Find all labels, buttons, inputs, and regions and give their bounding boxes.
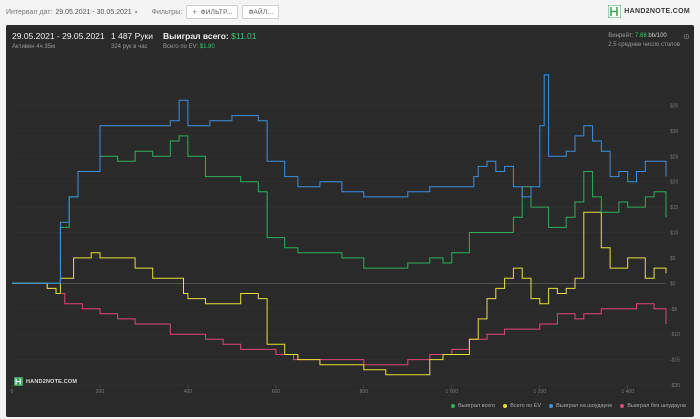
y-tick-label: -$10 bbox=[670, 332, 680, 338]
legend-label: Выиграл всего bbox=[458, 403, 496, 409]
legend-label: Выиграл без шоудауна bbox=[627, 403, 686, 409]
legend-label: Всего по EV bbox=[510, 403, 542, 409]
y-tick-label: $5 bbox=[670, 256, 676, 262]
gear-icon[interactable] bbox=[683, 33, 690, 40]
header-won-value: $11.01 bbox=[231, 31, 257, 41]
x-tick-label: 1 400 bbox=[621, 389, 634, 395]
legend-dot-icon bbox=[451, 404, 456, 408]
watermark-logo-icon bbox=[14, 377, 23, 386]
y-tick-label: $35 bbox=[670, 103, 679, 109]
logo: HAND2NOTE.COM bbox=[608, 5, 690, 18]
series-line-0 bbox=[12, 74, 667, 284]
interval-value: 29.05.2021 - 30.05.2021 bbox=[55, 8, 132, 16]
y-tick-label: $10 bbox=[670, 231, 679, 237]
x-tick-label: 0 bbox=[11, 389, 14, 395]
header-date-range: 29.05.2021 - 29.05.2021 bbox=[12, 31, 105, 41]
filters-label: Фильтры: bbox=[151, 8, 183, 16]
chevron-down-icon: ▾ bbox=[134, 9, 138, 16]
legend-dot-icon bbox=[549, 404, 554, 408]
header-winrate-block: Винрейт: 7.68 bb/100 2.5 среднее число с… bbox=[608, 33, 680, 48]
watermark: HAND2NOTE.COM bbox=[14, 377, 77, 386]
y-tick-label: -$15 bbox=[670, 358, 680, 364]
x-tick-label: 200 bbox=[96, 389, 105, 395]
series-line-3 bbox=[12, 282, 667, 366]
legend-item[interactable]: Выиграл всего bbox=[451, 403, 495, 409]
interval-label: Интервал дат: bbox=[6, 8, 53, 16]
x-tick-label: 800 bbox=[360, 389, 369, 395]
winrate-label: Винрейт: bbox=[608, 33, 634, 39]
legend-item[interactable]: Выиграл на шоудауне bbox=[549, 403, 612, 409]
y-tick-label: $30 bbox=[670, 129, 679, 135]
y-tick-label: -$5 bbox=[670, 307, 677, 313]
interval-picker[interactable]: 29.05.2021 - 30.05.2021 ▾ bbox=[55, 9, 137, 16]
winrate-unit: bb/100 bbox=[648, 33, 667, 39]
x-tick-label: 1 200 bbox=[534, 389, 547, 395]
toolbar: Интервал дат: 29.05.2021 - 30.05.2021 ▾ … bbox=[0, 0, 700, 24]
legend-item[interactable]: Выиграл без шоудауна bbox=[620, 403, 686, 409]
legend-item[interactable]: Всего по EV bbox=[503, 403, 541, 409]
logo-text: HAND2NOTE.COM bbox=[624, 8, 690, 15]
filter-button-label: ФИЛЬТР... bbox=[200, 8, 233, 16]
x-tick-label: 1 000 bbox=[446, 389, 459, 395]
header-hands-block: 1 487 Руки 324 рук в час bbox=[111, 31, 153, 50]
header-ev-value: $1.80 bbox=[199, 44, 215, 50]
header-hands: 1 487 Руки bbox=[111, 31, 154, 41]
x-tick-label: 600 bbox=[272, 389, 281, 395]
x-tick-label: 400 bbox=[184, 389, 193, 395]
plus-icon: + bbox=[192, 6, 198, 17]
header-date-block: 29.05.2021 - 29.05.2021 Активен 4ч 35м bbox=[12, 31, 105, 50]
y-tick-label: $25 bbox=[670, 154, 679, 160]
chart-legend: Выиграл всего Всего по EV Выиграл на шоуда… bbox=[443, 403, 686, 409]
winrate-value: 7.68 bbox=[635, 33, 647, 39]
header-ev-label: Всего по EV: bbox=[163, 44, 199, 50]
series-line-2 bbox=[12, 211, 667, 376]
y-tick-label: -$20 bbox=[670, 383, 680, 389]
profit-chart: $35 $30 $25 $20 $15 $10 $5 $0 -$5 -$10 -$15 -$20 0 2… bbox=[11, 74, 680, 395]
header-hands-per-hour: 324 рук в час bbox=[111, 44, 148, 50]
tables-average: 2.5 среднее число столов bbox=[608, 42, 680, 48]
y-tick-label: $20 bbox=[670, 180, 679, 186]
file-button[interactable]: ФАЙЛ... bbox=[242, 5, 280, 19]
graph-panel: 29.05.2021 - 29.05.2021 Активен 4ч 35м 1… bbox=[6, 25, 694, 417]
legend-dot-icon bbox=[620, 404, 625, 408]
header-active-time: Активен 4ч 35м bbox=[12, 44, 56, 50]
legend-label: Выиграл на шоудауне bbox=[556, 403, 613, 409]
watermark-text: HAND2NOTE.COM bbox=[26, 378, 78, 385]
header-won-label: Выиграл всего: bbox=[163, 31, 229, 41]
series-line-1 bbox=[12, 135, 667, 284]
file-button-label: ФАЙЛ... bbox=[248, 8, 274, 16]
filter-button[interactable]: + ФИЛЬТР... bbox=[186, 5, 239, 19]
legend-dot-icon bbox=[503, 404, 508, 408]
header-won-block: Выиграл всего: $11.01 Всего по EV: $1.80 bbox=[163, 31, 257, 50]
y-tick-label: $15 bbox=[670, 205, 679, 211]
y-tick-label: $0 bbox=[670, 281, 676, 287]
logo-mark-icon bbox=[608, 5, 622, 18]
